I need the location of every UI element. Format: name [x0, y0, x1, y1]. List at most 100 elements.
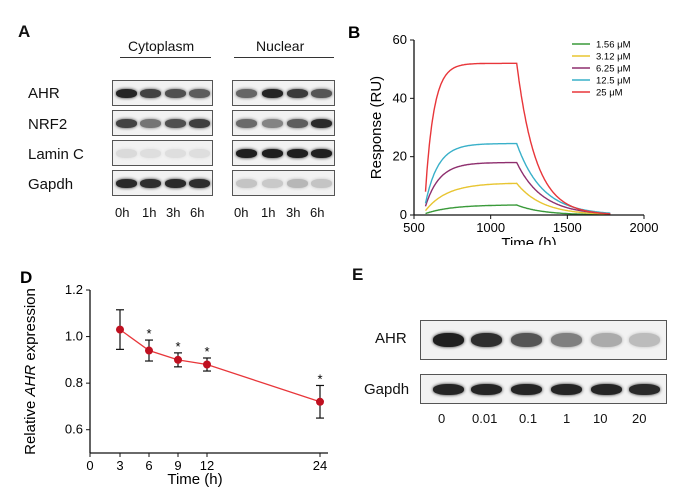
blot-band — [261, 148, 283, 158]
blot-strip-cyto-ahr — [112, 80, 213, 106]
blot-band — [310, 118, 332, 128]
data-point — [145, 346, 153, 355]
lane-label: 1h — [142, 205, 157, 220]
blot-band — [164, 118, 186, 128]
blot-band — [115, 178, 137, 188]
blot-band — [510, 333, 542, 347]
legend-label: 6.25 μM — [596, 64, 631, 75]
blot-strip-cyto-lamin-c — [112, 140, 213, 166]
series-line — [424, 182, 611, 215]
y-tick-label: 0 — [400, 207, 407, 222]
significance-star: * — [317, 371, 322, 386]
group-label-nuclear: Nuclear — [256, 38, 305, 54]
blot-strip-cyto-nrf2 — [112, 110, 213, 136]
row-label-ahr: AHR — [375, 330, 407, 347]
x-tick-label: 6 — [145, 458, 152, 473]
group-line-nuclear — [234, 57, 334, 58]
y-tick-label: 0.8 — [65, 375, 83, 390]
blot-band — [164, 88, 186, 98]
legend-label: 12.5 μM — [596, 76, 631, 87]
data-point — [116, 325, 124, 334]
blot-strip-e-ahr — [420, 320, 667, 360]
y-axis-label: Relative AHR expression — [22, 288, 39, 455]
blot-band — [470, 333, 502, 347]
blot-strip-e-gapdh — [420, 374, 667, 404]
lane-label: 0.01 — [472, 411, 498, 426]
group-line-cytoplasm — [120, 57, 211, 58]
blot-band — [235, 148, 257, 158]
blot-band — [139, 148, 161, 158]
blot-strip-nuc-lamin-c — [232, 140, 335, 166]
data-point — [316, 397, 324, 406]
blot-band — [188, 88, 210, 98]
blot-strip-nuc-gapdh — [232, 170, 335, 196]
spr-sensorgram-chart: B 500 1000 1500 2000 0 20 40 60 Time (h) Response … — [348, 23, 659, 245]
series-line — [424, 142, 611, 214]
blot-band — [188, 148, 210, 158]
blot-band — [310, 148, 332, 158]
blot-band — [590, 383, 622, 395]
lane-label: 1h — [261, 205, 276, 220]
blot-band — [261, 178, 283, 188]
blot-band — [470, 383, 502, 395]
blot-band — [139, 88, 161, 98]
lane-label: 3h — [286, 205, 301, 220]
x-axis-label: Time (h) — [501, 235, 556, 245]
row-label-lamin-c: Lamin C — [28, 146, 84, 163]
blot-band — [235, 118, 257, 128]
blot-band — [164, 148, 186, 158]
lane-label: 6h — [190, 205, 205, 220]
x-tick-label: 9 — [174, 458, 181, 473]
blot-band — [139, 178, 161, 188]
series-line — [424, 62, 611, 215]
blot-band — [115, 118, 137, 128]
blot-band — [188, 118, 210, 128]
group-label-cytoplasm: Cytoplasm — [128, 38, 195, 54]
lane-label: 10 — [593, 411, 608, 426]
blot-band — [432, 383, 464, 395]
lane-label: 20 — [632, 411, 647, 426]
blot-strip-nuc-nrf2 — [232, 110, 335, 136]
panel-letter-a: A — [18, 22, 31, 41]
y-tick-label: 1.2 — [65, 282, 83, 297]
ahr-expression-chart: D 0.6 0.8 1.0 1.2 0 3 6 9 12 24 Time (h) Relative AH… — [20, 268, 328, 488]
blot-band — [235, 88, 257, 98]
y-tick-label: 20 — [393, 149, 407, 164]
x-tick-label: 500 — [403, 220, 425, 235]
blot-band — [261, 88, 283, 98]
significance-star: * — [175, 339, 180, 354]
lane-label: 0h — [115, 205, 130, 220]
lane-label: 0 — [438, 411, 446, 426]
blot-band — [164, 178, 186, 188]
blot-band — [235, 178, 257, 188]
blot-band — [286, 88, 308, 98]
x-tick-label: 1500 — [553, 220, 582, 235]
lane-label: 1 — [563, 411, 571, 426]
blot-band — [628, 333, 660, 347]
row-label-nrf2: NRF2 — [28, 116, 68, 133]
y-tick-label: 0.6 — [65, 422, 83, 437]
x-tick-label: 0 — [86, 458, 93, 473]
lane-label: 0.1 — [519, 411, 538, 426]
blot-strip-nuc-ahr — [232, 80, 335, 106]
data-point — [203, 360, 211, 369]
blot-band — [628, 383, 660, 395]
lane-label: 0h — [234, 205, 249, 220]
series-line — [425, 204, 611, 216]
legend-label: 3.12 μM — [596, 52, 631, 63]
x-tick-label: 2000 — [630, 220, 659, 235]
blot-band — [550, 383, 582, 395]
blot-band — [286, 148, 308, 158]
panel-letter-e: E — [352, 265, 364, 284]
blot-band — [261, 118, 283, 128]
legend-label: 25 μM — [596, 88, 623, 99]
blot-band — [550, 333, 582, 347]
blot-band — [188, 178, 210, 188]
series-line — [424, 161, 611, 215]
row-label-gapdh: Gapdh — [28, 176, 74, 193]
x-tick-label: 12 — [200, 458, 214, 473]
x-tick-label: 1000 — [476, 220, 505, 235]
significance-star: * — [204, 344, 209, 359]
y-tick-label: 60 — [393, 32, 407, 47]
blot-band — [115, 148, 137, 158]
